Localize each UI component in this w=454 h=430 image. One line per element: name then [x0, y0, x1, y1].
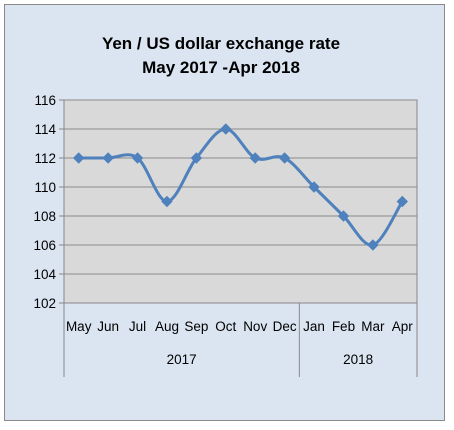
- y-tick-label: 104: [33, 267, 56, 282]
- data-point: [249, 152, 261, 164]
- x-tick-label: Feb: [332, 319, 355, 334]
- x-tick-label: Dec: [273, 319, 297, 334]
- group-label: 2017: [167, 352, 197, 367]
- data-point: [367, 239, 379, 251]
- data-point: [73, 152, 85, 164]
- y-tick-label: 108: [33, 209, 56, 224]
- x-tick-label: Nov: [243, 319, 267, 334]
- chart-subtitle: May 2017 -Apr 2018: [142, 58, 300, 77]
- data-point: [308, 181, 320, 193]
- chart-title: Yen / US dollar exchange rate: [102, 34, 340, 53]
- x-tick-label: Jun: [97, 319, 119, 334]
- series-layer: [73, 123, 408, 251]
- x-tick-label: Jan: [303, 319, 325, 334]
- y-tick-label: 102: [33, 296, 56, 311]
- group-label: 2018: [343, 352, 373, 367]
- x-tick-label: Mar: [361, 319, 385, 334]
- data-point: [396, 195, 408, 208]
- x-tick-label: Sep: [184, 319, 208, 334]
- y-tick-label: 106: [33, 238, 56, 253]
- gridlines: [64, 99, 417, 275]
- data-point: [278, 152, 291, 164]
- plot-area: [63, 99, 418, 304]
- data-point: [131, 152, 144, 164]
- y-tick-label: 114: [34, 122, 56, 137]
- y-tick-label: 110: [34, 180, 56, 195]
- data-point: [161, 195, 173, 208]
- data-point: [220, 123, 232, 135]
- x-tick-label: Aug: [155, 319, 179, 334]
- axes: 102 104 106 108 110 112 114 116 May Jun Jul Aug Sep O…: [33, 93, 418, 377]
- x-tick-label: Oct: [215, 319, 236, 334]
- chart-frame: Yen / US dollar exchange rate May 2017 -…: [4, 4, 445, 421]
- data-point: [102, 152, 114, 164]
- data-point: [337, 210, 350, 222]
- x-tick-label: Jul: [129, 319, 146, 334]
- x-tick-label: May: [66, 319, 92, 334]
- data-point: [190, 152, 203, 164]
- line-chart: Yen / US dollar exchange rate May 2017 -…: [33, 34, 418, 377]
- x-tick-label: Apr: [392, 319, 414, 334]
- y-tick-label: 112: [34, 151, 56, 166]
- y-tick-label: 116: [34, 93, 56, 108]
